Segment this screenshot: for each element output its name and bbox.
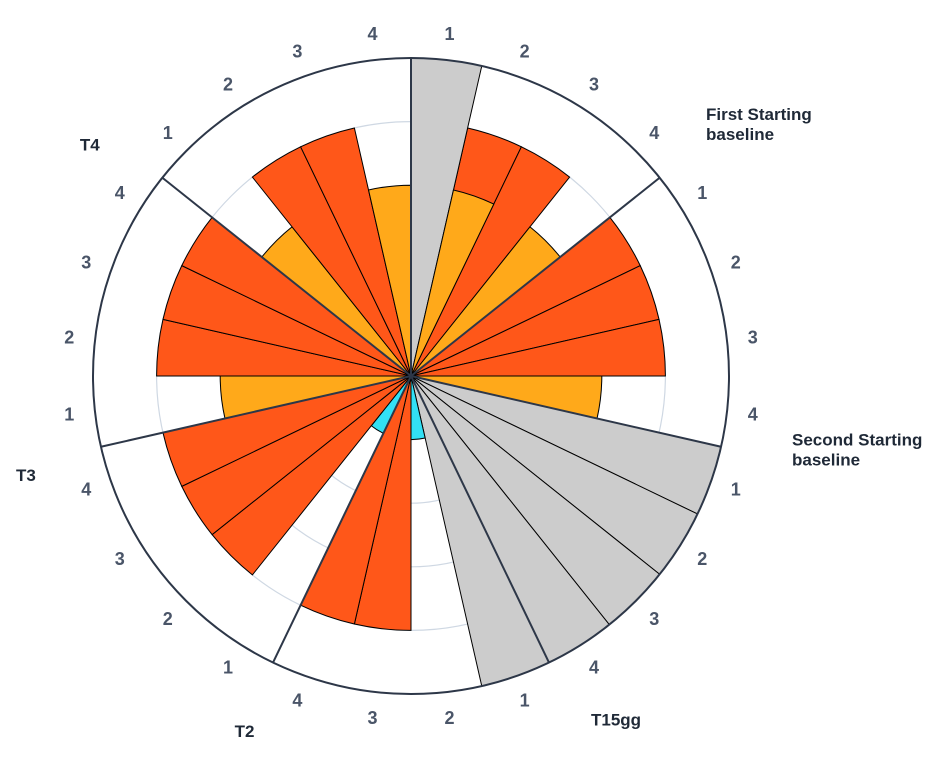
group-label: T2 <box>235 722 255 741</box>
tick-label: 1 <box>163 123 173 143</box>
tick-label: 2 <box>697 549 707 569</box>
tick-label: 2 <box>731 252 741 272</box>
tick-label: 1 <box>731 480 741 500</box>
tick-label: 4 <box>589 657 599 677</box>
tick-label: 4 <box>81 480 91 500</box>
sector-divider <box>410 375 550 663</box>
sector-divider <box>161 176 412 377</box>
group-label: T15gg <box>591 710 641 729</box>
group-label-line: First Starting <box>706 105 812 124</box>
group-label: Second Starting baseline <box>792 430 922 469</box>
tick-label: 1 <box>223 657 233 677</box>
tick-label: 1 <box>520 691 530 711</box>
tick-label: 4 <box>115 183 125 203</box>
group-label: First Starting baseline <box>706 105 812 144</box>
tick-label: 3 <box>367 708 377 728</box>
group-label-line: T15gg <box>591 710 641 729</box>
bar-layer <box>156 57 722 687</box>
group-label: T3 <box>16 466 36 485</box>
group-label: T4 <box>80 135 100 154</box>
group-label-line: T2 <box>235 722 255 741</box>
group-label-line: T3 <box>16 466 36 485</box>
tick-label: 1 <box>64 405 74 425</box>
bar <box>299 127 412 377</box>
group-label-line: baseline <box>792 450 860 469</box>
tick-label: 4 <box>649 123 659 143</box>
sector-divider <box>272 375 412 663</box>
tick-label: 3 <box>748 328 758 348</box>
label-layer: 1 2 3 4 1 2 3 4 1 2 3 4 1 2 3 4 1 2 3 4 1 2 3 4 1 2 3 4 First Starti… <box>16 24 922 741</box>
sector-divider <box>410 176 661 377</box>
tick-label: 3 <box>81 252 91 272</box>
tick-label: 4 <box>292 691 302 711</box>
group-label-line: baseline <box>706 125 774 144</box>
group-label-line: T4 <box>80 135 100 154</box>
tick-label: 2 <box>520 41 530 61</box>
tick-label: 3 <box>115 549 125 569</box>
bar <box>410 189 495 377</box>
tick-label: 2 <box>163 609 173 629</box>
tick-label: 2 <box>223 75 233 95</box>
tick-label: 2 <box>444 708 454 728</box>
axis-layer <box>92 57 730 695</box>
sector-divider <box>100 375 412 448</box>
tick-label: 2 <box>64 328 74 348</box>
tick-label: 1 <box>697 183 707 203</box>
tick-label: 1 <box>444 24 454 44</box>
tick-label: 4 <box>367 24 377 44</box>
group-label-line: Second Starting <box>792 430 922 449</box>
tick-label: 3 <box>292 41 302 61</box>
bar <box>410 146 571 377</box>
tick-label: 4 <box>748 405 758 425</box>
sector-divider <box>410 375 722 448</box>
tick-label: 3 <box>649 609 659 629</box>
bar <box>410 318 666 377</box>
tick-label: 3 <box>589 75 599 95</box>
